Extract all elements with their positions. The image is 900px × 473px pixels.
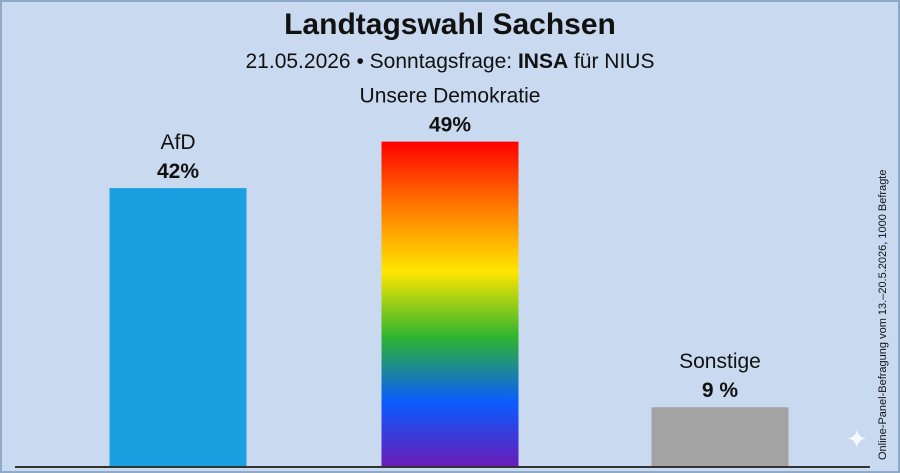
subtitle-client: für NIUS	[573, 50, 655, 73]
sparkle-icon: ✦	[846, 424, 868, 454]
subtitle-label: Sonntagsfrage:	[369, 50, 513, 73]
bar-afd	[109, 188, 247, 467]
bar-sonstige	[651, 407, 789, 467]
bar-value-afd: 42%	[157, 160, 199, 183]
chart-subtitle: 21.05.2026 • Sonntagsfrage: INSA für NIU…	[0, 50, 900, 74]
bar-unsere-demokratie	[381, 141, 519, 467]
subtitle-separator: •	[356, 50, 364, 73]
bar-value-sonstige: 9 %	[702, 379, 739, 402]
bar-label-sonstige: Sonstige	[679, 350, 761, 373]
bar-label-unsere-demokratie: Unsere Demokratie	[360, 85, 541, 108]
subtitle-institute: INSA	[517, 50, 569, 73]
subtitle-date: 21.05.2026	[245, 50, 351, 73]
bar-label-afd: AfD	[160, 131, 195, 154]
chart-title: Landtagswahl Sachsen	[284, 8, 616, 41]
bar-value-unsere-demokratie: 49%	[429, 114, 471, 137]
source-note: Online-Panel-Befragung vom 13.–20.5.2026…	[877, 169, 889, 460]
